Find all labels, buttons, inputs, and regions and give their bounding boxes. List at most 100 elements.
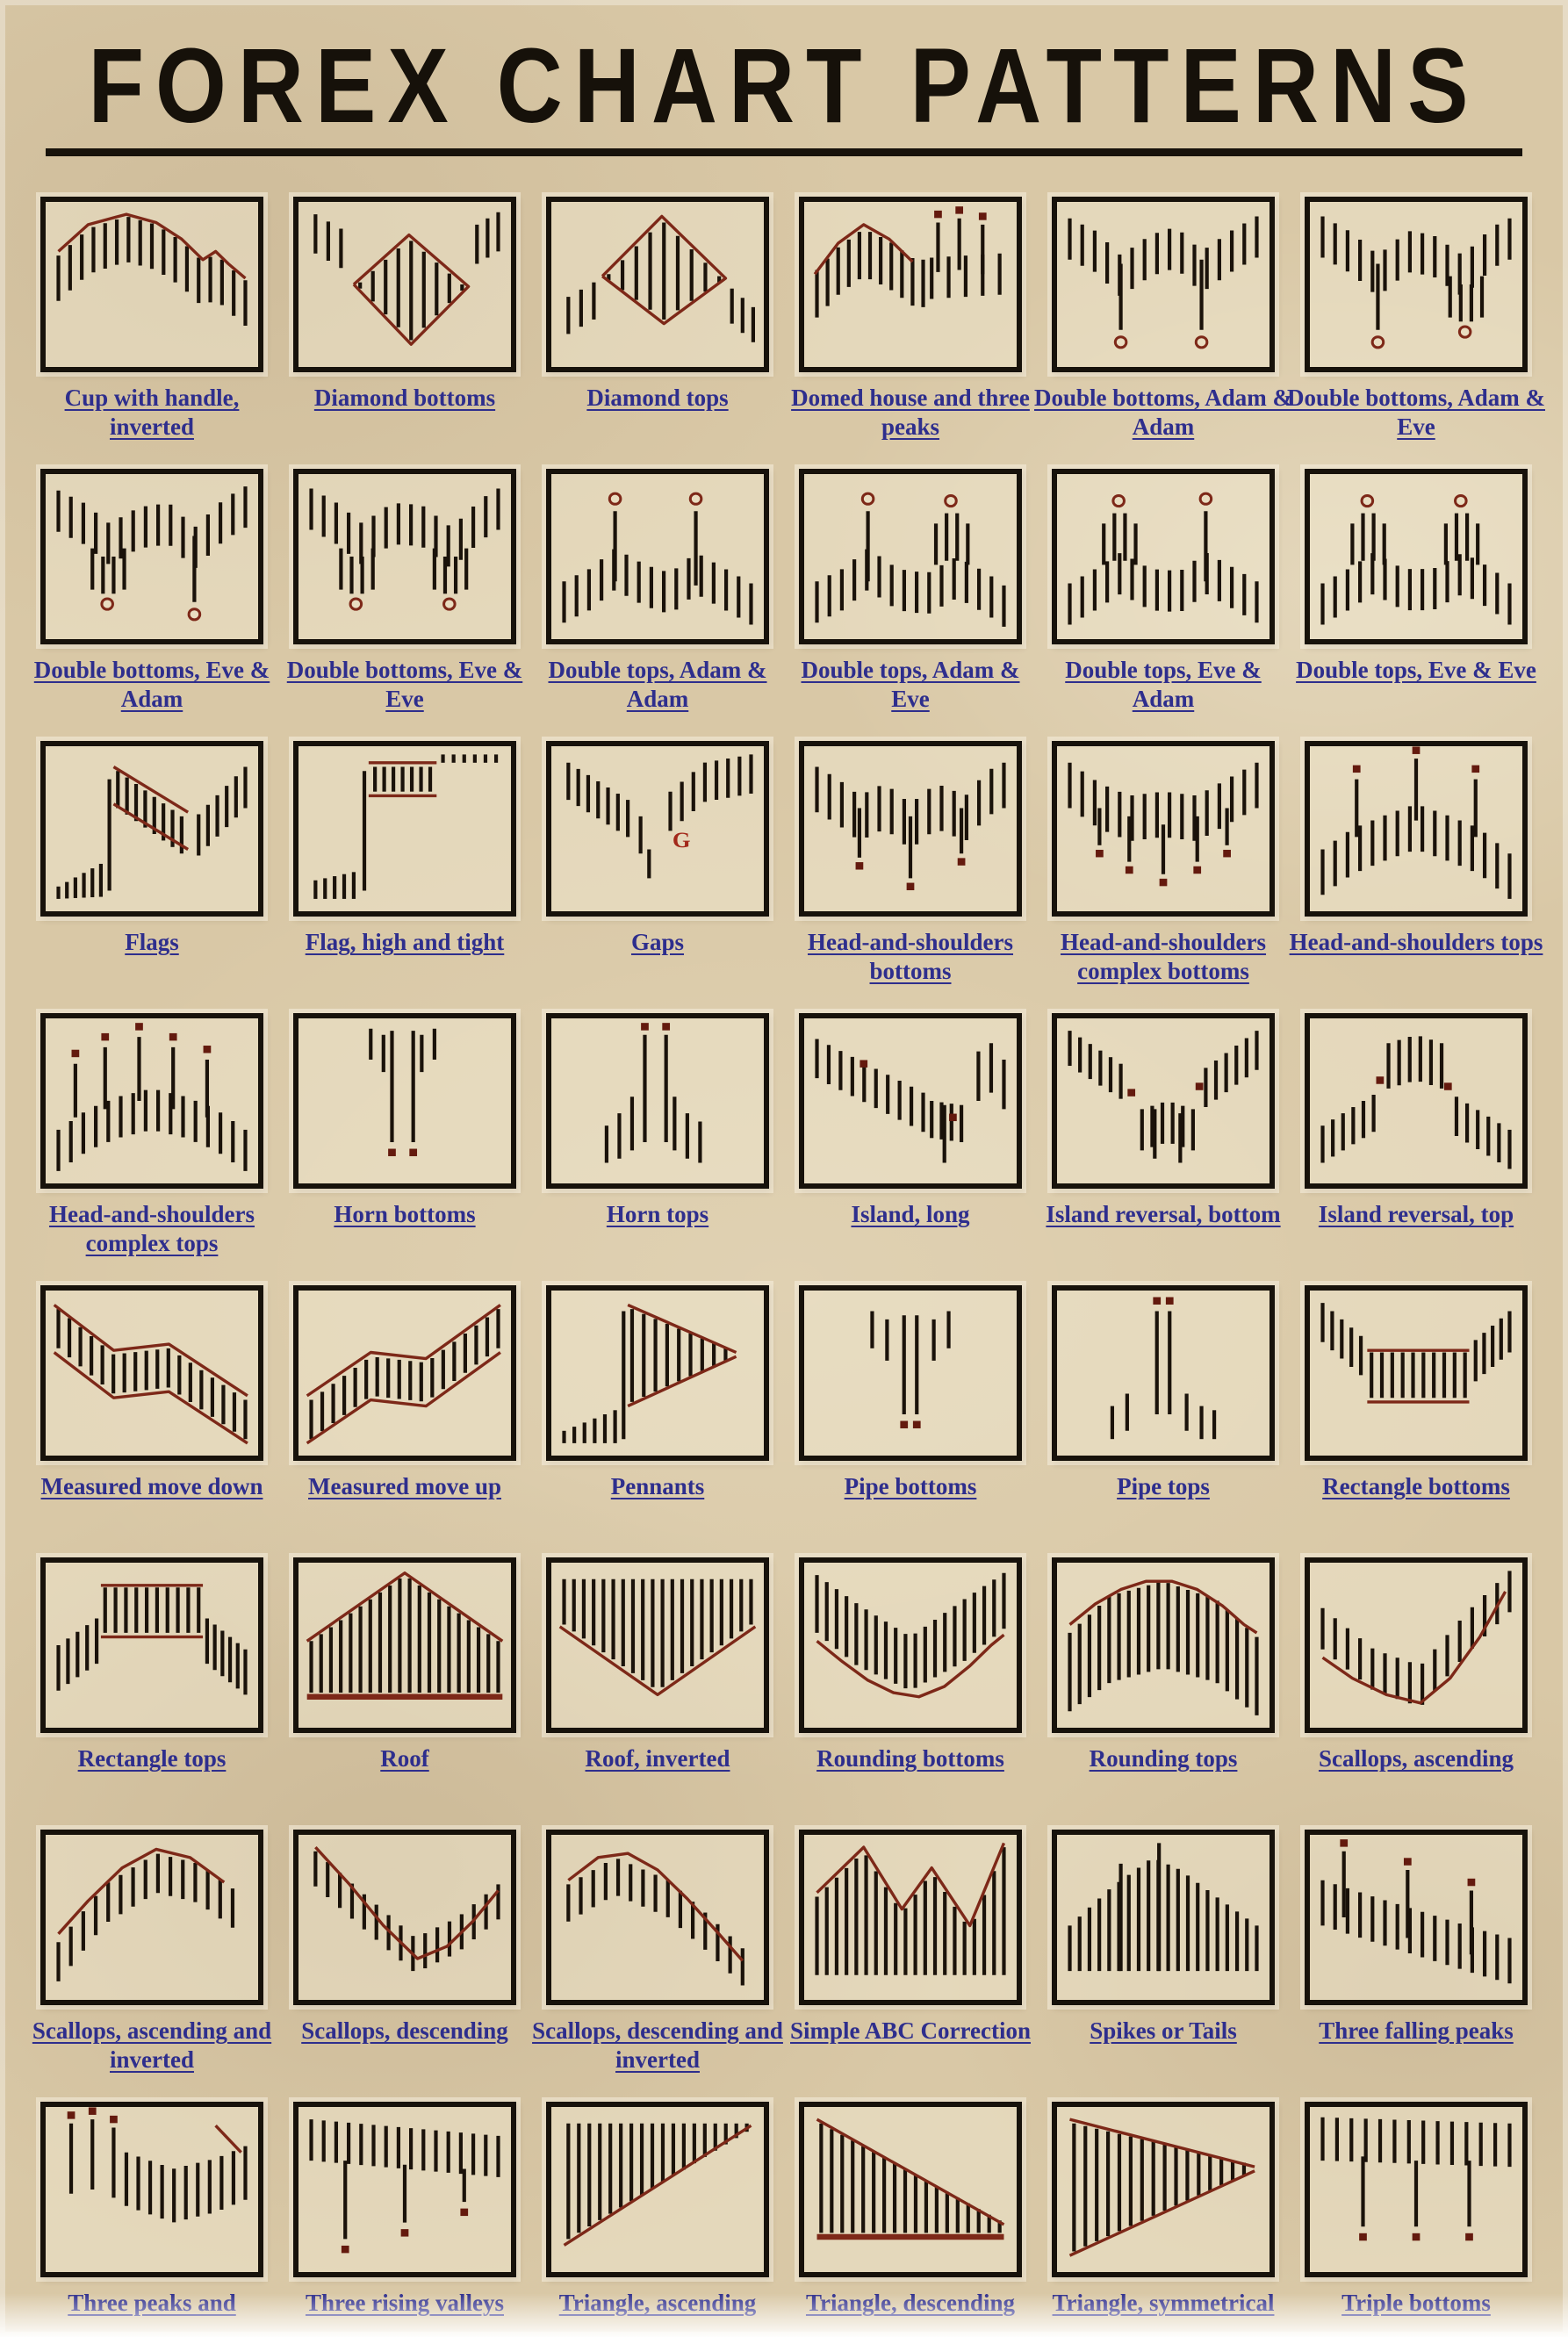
pattern-label: Double tops, Adam & Adam: [548, 657, 767, 712]
pattern-cell-measured-move-up: Measured move up: [293, 1285, 516, 1557]
pattern-label: Spikes or Tails: [1090, 2017, 1237, 2044]
pattern-cell-scallops-ascending: Scallops, ascending: [1305, 1557, 1528, 1830]
pattern-cell-rounding-tops: Rounding tops: [1052, 1557, 1275, 1830]
pattern-grid: Cup with handle, inverted Diamond bottoms…: [0, 197, 1568, 2337]
pattern-sketch-svg: [804, 206, 1017, 367]
pattern-sketch-svg: [1057, 1835, 1270, 2000]
pattern-label: Three falling peaks: [1319, 2017, 1514, 2044]
pattern-chart-scallops-descending: [293, 1830, 516, 2005]
pattern-sketch-svg: [804, 746, 1017, 891]
pattern-sketch-svg: [551, 2107, 764, 2272]
pattern-sketch-svg: [551, 1835, 764, 2000]
pattern-sketch-svg: [1057, 202, 1270, 367]
pattern-sketch-svg: [46, 1563, 258, 1728]
pattern-sketch-svg: [298, 474, 511, 639]
pattern-chart-rounding-tops: [1052, 1557, 1275, 1733]
pattern-sketch-svg: [551, 1023, 764, 1183]
pattern-chart-double-tops-adam-adam: [546, 469, 769, 644]
pattern-cell-spikes-or-tails: Spikes or Tails: [1052, 1830, 1275, 2102]
pattern-chart-double-bottoms-eve-adam: [40, 469, 263, 644]
pattern-cell-three-falling-peaks: Three falling peaks: [1305, 1830, 1528, 2102]
pattern-label: Triangle, ascending: [558, 2290, 757, 2316]
pattern-label: Three rising valleys: [306, 2290, 504, 2316]
pattern-cell-head-and-shoulders-tops: Head-and-shoulders tops: [1290, 741, 1543, 1013]
pattern-cell-roof-inverted: Roof, inverted: [546, 1557, 769, 1830]
pattern-chart-rectangle-bottoms: [1305, 1285, 1528, 1461]
pattern-sketch-svg: [1057, 2107, 1270, 2272]
pattern-cell-diamond-tops: Diamond tops: [546, 197, 769, 469]
pattern-chart-island-reversal-bottom: [1052, 1013, 1275, 1189]
pattern-sketch-svg: [804, 1291, 1017, 1428]
pattern-label: Flag, high and tight: [305, 929, 505, 955]
pattern-sketch-svg: [298, 202, 511, 367]
pattern-chart-double-tops-eve-eve: [1305, 469, 1528, 644]
pattern-cell-scallops-ascending-and-inverted: Scallops, ascending and inverted: [32, 1830, 271, 2102]
pattern-sketch-svg: [1310, 202, 1522, 367]
pattern-sketch-svg: [298, 1563, 511, 1728]
pattern-cell-scallops-descending-and-inverted: Scallops, descending and inverted: [532, 1830, 783, 2102]
pattern-cell-three-rising-valleys: Three rising valleys: [293, 2102, 516, 2337]
pattern-chart-double-bottoms-adam-adam: [1052, 197, 1275, 372]
pattern-chart-scallops-ascending-and-inverted: [40, 1830, 263, 2005]
pattern-chart-measured-move-down: [40, 1285, 263, 1461]
pattern-label: Double bottoms, Adam & Adam: [1033, 385, 1293, 440]
pattern-chart-head-and-shoulders-bottoms: [799, 741, 1022, 917]
pattern-cell-head-and-shoulders-complex-tops: Head-and-shoulders complex tops: [40, 1013, 263, 1285]
pattern-chart-flag-high-and-tight: [293, 741, 516, 917]
pattern-label: Triangle, symmetrical: [1052, 2290, 1275, 2316]
pattern-sketch-svg: [298, 1835, 511, 2000]
pattern-chart-head-and-shoulders-complex-tops: [40, 1013, 263, 1189]
pattern-cell-rectangle-tops: Rectangle tops: [40, 1557, 263, 1830]
pattern-label: Scallops, ascending and inverted: [32, 2017, 272, 2073]
pattern-label: Domed house and three peaks: [791, 385, 1030, 440]
pattern-label: Measured move down: [40, 1473, 263, 1499]
pattern-label: Double tops, Adam & Eve: [801, 657, 1020, 712]
pattern-sketch-svg: [298, 2107, 511, 2254]
pattern-sketch-svg: [1310, 746, 1522, 911]
pattern-chart-pipe-bottoms: [799, 1285, 1022, 1461]
pattern-label: Island reversal, bottom: [1046, 1201, 1281, 1227]
pattern-sketch-svg: [46, 2107, 258, 2272]
pattern-chart-measured-move-up: [293, 1285, 516, 1461]
pattern-label: Flags: [125, 929, 179, 955]
pattern-cell-double-bottoms-adam-adam: Double bottoms, Adam & Adam: [1034, 197, 1292, 469]
pattern-sketch-svg: [298, 1291, 511, 1456]
pattern-sketch-svg: [804, 474, 1017, 639]
pattern-cell-pipe-tops: Pipe tops: [1052, 1285, 1275, 1557]
pattern-label: Horn bottoms: [334, 1201, 476, 1227]
pattern-cell-horn-tops: Horn tops: [546, 1013, 769, 1285]
pattern-cell-triangle-ascending: Triangle, ascending: [546, 2102, 769, 2337]
pattern-label: Head-and-shoulders tops: [1289, 929, 1543, 955]
pattern-sketch-svg: [551, 1563, 764, 1728]
pattern-chart-head-and-shoulders-tops: [1305, 741, 1528, 917]
pattern-cell-double-bottoms-eve-eve: Double bottoms, Eve & Eve: [287, 469, 522, 741]
pattern-chart-scallops-ascending: [1305, 1557, 1528, 1733]
pattern-label: Head-and-shoulders complex tops: [48, 1201, 255, 1256]
pattern-cell-domed-house-and-three-peaks: Domed house and three peaks: [791, 197, 1030, 469]
pattern-cell-double-bottoms-eve-adam: Double bottoms, Eve & Adam: [34, 469, 270, 741]
pattern-label: Rounding tops: [1089, 1745, 1238, 1772]
pattern-chart-spikes-or-tails: [1052, 1830, 1275, 2005]
pattern-sketch-svg: [1310, 1018, 1522, 1183]
pattern-label: Roof: [380, 1745, 429, 1772]
pattern-chart-triangle-ascending: [546, 2102, 769, 2277]
pattern-cell-triangle-descending: Triangle, descending: [799, 2102, 1022, 2337]
pattern-sketch-svg: [1310, 1563, 1522, 1728]
pattern-cell-pipe-bottoms: Pipe bottoms: [799, 1285, 1022, 1557]
pattern-chart-island-long: [799, 1013, 1022, 1189]
pattern-label: Double tops, Eve & Adam: [1065, 657, 1262, 712]
pattern-label: Rounding bottoms: [816, 1745, 1004, 1772]
pattern-chart-double-bottoms-adam-eve: [1305, 197, 1528, 372]
pattern-cell-double-tops-eve-adam: Double tops, Eve & Adam: [1052, 469, 1275, 741]
pattern-label: Triple bottoms: [1341, 2290, 1491, 2316]
pattern-sketch-svg: [46, 1023, 258, 1183]
pattern-chart-flags: [40, 741, 263, 917]
pattern-cell-double-tops-eve-eve: Double tops, Eve & Eve: [1296, 469, 1536, 741]
pattern-chart-diamond-bottoms: [293, 197, 516, 372]
pattern-sketch-svg: G: [551, 746, 764, 911]
pattern-label: Diamond tops: [586, 385, 729, 411]
pattern-sketch-svg: [298, 1018, 511, 1156]
pattern-label: Double bottoms, Eve & Eve: [286, 657, 523, 712]
pattern-chart-roof-inverted: [546, 1557, 769, 1733]
